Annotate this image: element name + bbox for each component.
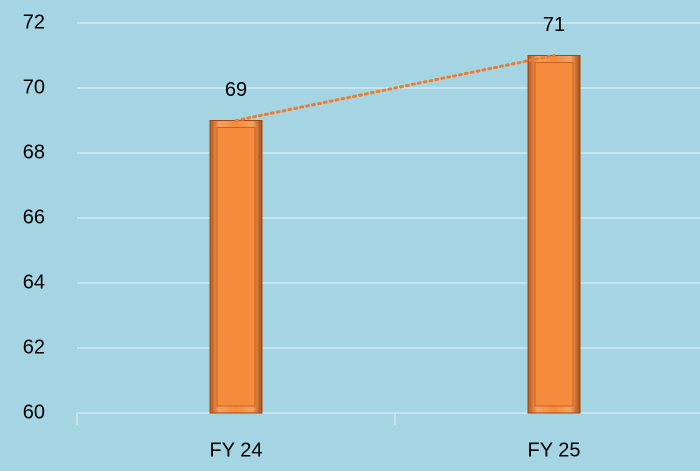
bar-bevel	[534, 62, 574, 407]
y-tick-label: 60	[23, 401, 45, 423]
y-tick-label: 70	[23, 76, 45, 98]
x-tick-label: FY 24	[210, 439, 263, 461]
bar-bevel	[216, 127, 256, 407]
y-tick-label: 66	[23, 206, 45, 228]
y-tick-label: 62	[23, 336, 45, 358]
y-tick-label: 64	[23, 271, 45, 293]
y-tick-label: 68	[23, 141, 45, 163]
trendline	[234, 54, 556, 122]
x-tick-label: FY 25	[528, 439, 581, 461]
data-label: 71	[543, 14, 565, 36]
y-tick-label: 72	[23, 11, 45, 33]
data-label: 69	[225, 79, 247, 101]
